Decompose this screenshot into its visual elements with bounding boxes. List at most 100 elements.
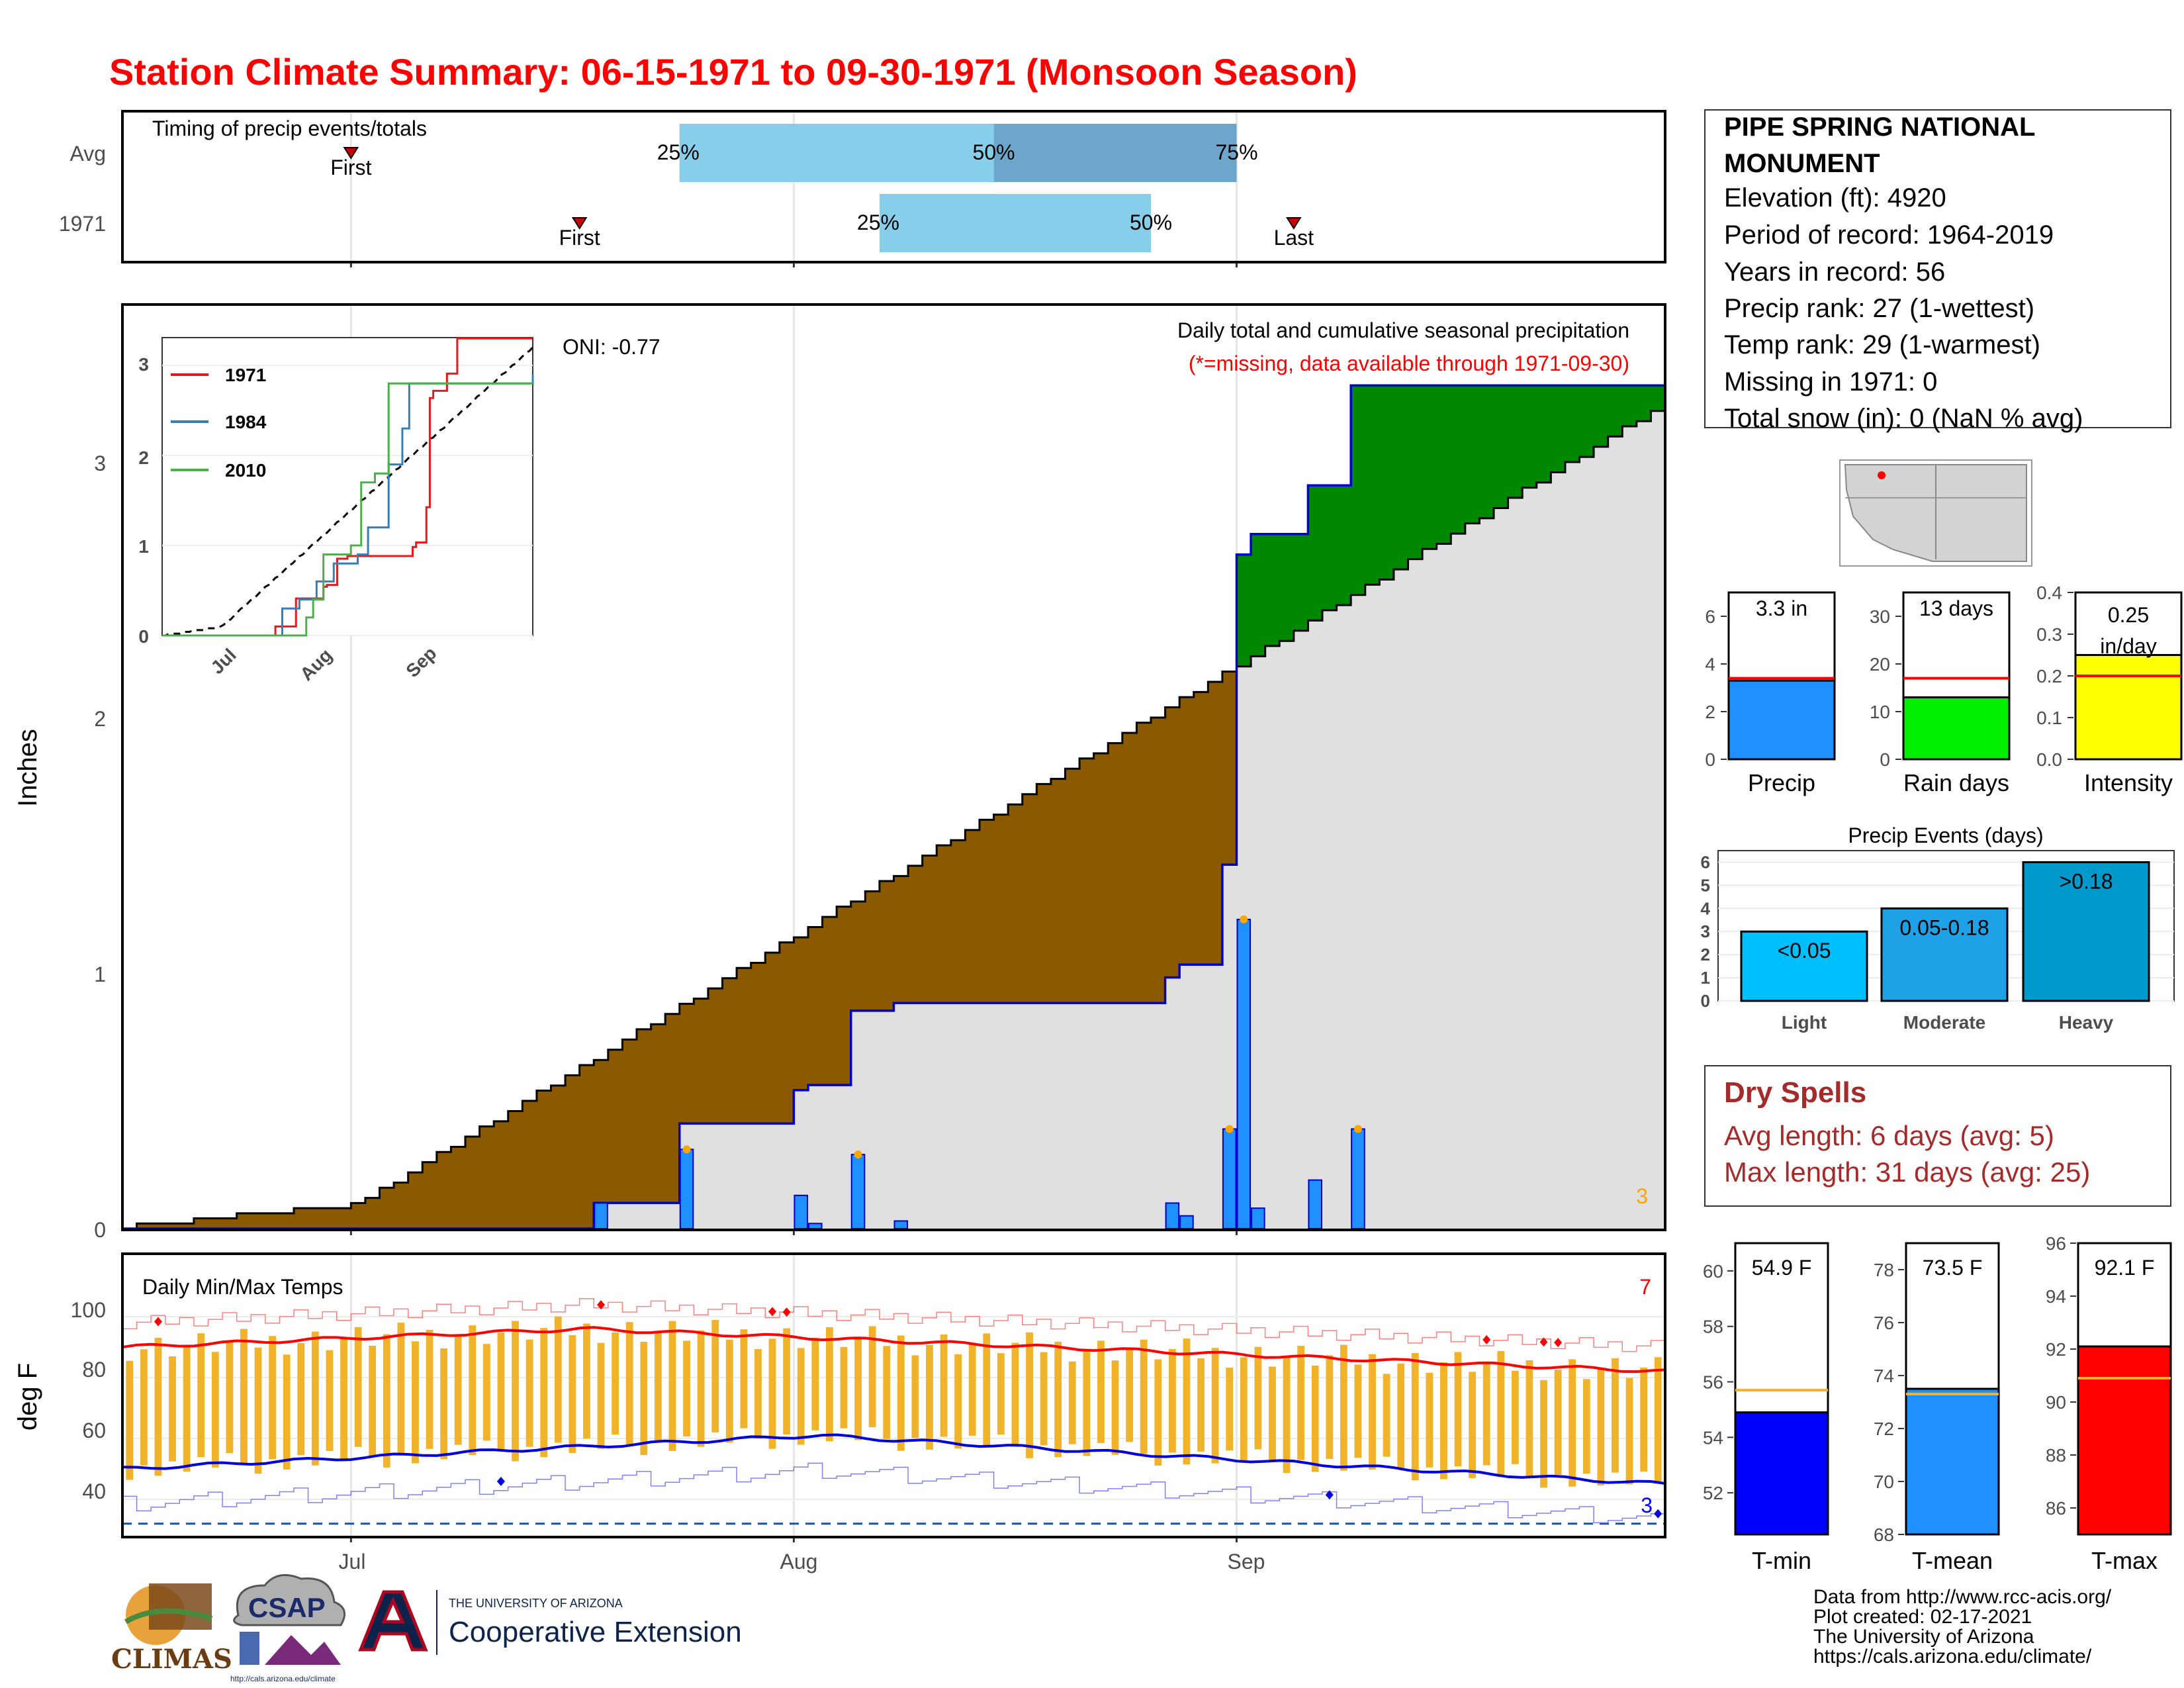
daily-temp-bar <box>768 1338 776 1449</box>
credit-university: The University of Arizona <box>1813 1626 2034 1648</box>
climo-fill <box>751 1123 766 1229</box>
below-avg-fill <box>665 1013 680 1203</box>
temp-bar-value-label: 73.5 F <box>1923 1256 1983 1280</box>
daily-temp-bar <box>740 1329 748 1429</box>
ua-small-text: THE UNIVERSITY OF ARIZONA <box>449 1597 623 1610</box>
daily-temp-bar <box>1369 1354 1376 1470</box>
daily-temp-bar <box>525 1339 533 1447</box>
below-avg-fill <box>394 1182 409 1229</box>
temp-bar-ytick: 72 <box>1874 1419 1894 1439</box>
daily-temp-bar <box>1083 1351 1091 1456</box>
daily-precip-bar <box>679 1149 694 1229</box>
daily-temp-bar <box>140 1349 148 1466</box>
climo-fill <box>1050 1003 1066 1229</box>
record-high-marker <box>1554 1338 1563 1348</box>
below-avg-fill <box>336 1208 351 1229</box>
credit-url: https://cals.arizona.edu/climate/ <box>1813 1646 2092 1667</box>
timing-marker-icon <box>1286 217 1302 230</box>
daily-precip-bar <box>1222 1128 1237 1229</box>
below-avg-fill <box>765 953 780 1124</box>
below-avg-fill <box>707 988 723 1124</box>
above-avg-fill <box>1636 385 1652 422</box>
above-avg-fill <box>1651 385 1666 411</box>
climo-fill <box>1636 421 1652 1229</box>
precip-ytick-2: 2 <box>94 707 106 731</box>
above-avg-fill <box>1465 385 1480 524</box>
below-avg-fill <box>893 876 909 1004</box>
climo-fill <box>1479 518 1494 1229</box>
above-avg-fill <box>1436 385 1451 544</box>
climo-fill <box>1422 549 1437 1229</box>
temp-bar-value-label: 54.9 F <box>1752 1256 1812 1280</box>
climo-fill <box>737 1123 752 1229</box>
below-avg-fill <box>822 917 837 1086</box>
temp-max-count: 7 <box>1639 1275 1651 1299</box>
daily-temp-bar <box>1026 1332 1033 1458</box>
daily-temp-bar <box>1340 1344 1347 1471</box>
below-avg-fill <box>1165 707 1180 978</box>
csap-url-text: http://cals.arizona.edu/climate <box>230 1674 336 1683</box>
daily-temp-bar <box>211 1352 219 1468</box>
timing-row-1971-label: 1971 <box>59 212 106 236</box>
station-name-line1: PIPE SPRING NATIONAL <box>1724 113 2035 142</box>
timing-p75-label: 75% <box>1215 140 1257 164</box>
climo-fill <box>637 1203 652 1229</box>
climo-fill <box>1022 1003 1037 1229</box>
above-avg-fill <box>1279 534 1295 641</box>
climo-fill <box>1365 585 1380 1229</box>
above-avg-fill <box>1522 385 1537 488</box>
daily-temp-bar <box>640 1342 648 1456</box>
events-xtick: Light <box>1782 1012 1827 1033</box>
below-avg-fill <box>1193 692 1208 965</box>
daily-temp-bar <box>1582 1379 1590 1474</box>
daily-temp-bar <box>725 1339 733 1443</box>
csap-logo: CSAP http://cals.arizona.edu/climate <box>230 1573 346 1683</box>
temp-bar-name: T-min <box>1752 1547 1811 1574</box>
timing-p50-label: 50% <box>973 140 1015 164</box>
climo-fill <box>1293 630 1309 1229</box>
inset-line-2010 <box>162 382 533 637</box>
climo-fill <box>1122 1003 1138 1229</box>
daily-temp-bar <box>554 1316 562 1443</box>
daily-temp-bar <box>169 1356 176 1462</box>
summary-ytick: 0 <box>1880 749 1890 770</box>
summary-bar-value <box>1727 679 1836 761</box>
daily-temp-bar <box>540 1328 548 1458</box>
map-station-marker <box>1878 471 1886 479</box>
temp-ytick-60: 60 <box>82 1419 106 1442</box>
daily-temp-bar <box>625 1322 633 1445</box>
precip-panel-border <box>121 303 1666 1231</box>
climo-fill <box>1393 569 1409 1229</box>
record-low-marker <box>496 1476 505 1486</box>
above-avg-fill <box>1494 385 1509 508</box>
above-avg-fill <box>1579 385 1594 457</box>
precip-ytick-1: 1 <box>94 962 106 986</box>
daily-temp-bar <box>482 1344 490 1441</box>
summary-ytick: 20 <box>1870 654 1890 675</box>
station-info-box: PIPE SPRING NATIONAL MONUMENT Elevation … <box>1704 109 2171 433</box>
above-avg-fill <box>1451 385 1466 534</box>
temp-bar-ytick: 96 <box>2046 1233 2066 1254</box>
temp-bar-ytick: 78 <box>1874 1260 1894 1280</box>
events-bar-label: 0.05-0.18 <box>1899 915 1989 939</box>
below-avg-fill <box>679 1004 694 1124</box>
summary-ytick: 4 <box>1705 654 1715 675</box>
inset-ytick-1: 1 <box>138 536 149 557</box>
daily-temp-bar <box>354 1327 362 1447</box>
above-avg-fill <box>1408 385 1423 559</box>
above-avg-fill <box>1594 385 1609 447</box>
temp-bar-ytick: 56 <box>1703 1372 1723 1393</box>
climo-fill <box>1594 446 1609 1229</box>
daily-temp-bar <box>1126 1350 1134 1442</box>
station-info-period: Period of record: 1964-2019 <box>1724 220 2054 250</box>
daily-precip-bar <box>1351 1128 1365 1229</box>
daily-temp-bar <box>1283 1356 1291 1474</box>
xtick-sep: Sep <box>1228 1550 1265 1573</box>
timing-marker-label: First <box>559 226 600 250</box>
climo-fill <box>707 1123 723 1229</box>
timing-row-avg-label: Avg <box>69 142 106 165</box>
dry-spells-avg: Avg length: 6 days (avg: 5) <box>1724 1120 2054 1151</box>
climo-fill <box>1536 482 1551 1229</box>
below-avg-fill <box>551 1085 566 1229</box>
